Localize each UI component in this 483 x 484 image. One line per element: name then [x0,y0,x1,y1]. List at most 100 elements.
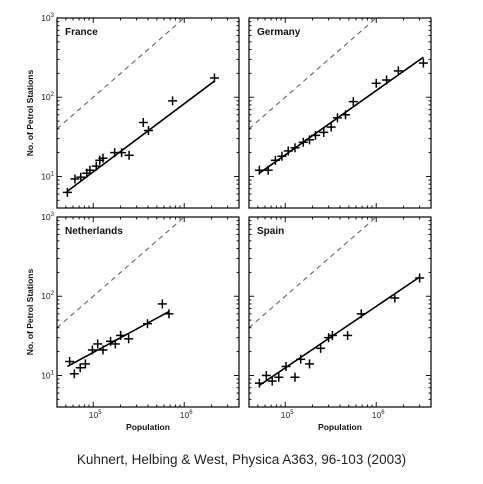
data-point [390,293,400,303]
x-tick-label: 105 [281,410,294,420]
y-tick-label: 101 [41,370,54,380]
data-point [319,127,329,137]
data-point [98,153,108,163]
fit-line [66,80,215,192]
data-point [274,372,284,382]
y-axis-label: No. of Petrol Stations [25,70,35,157]
reference-line [57,18,186,130]
data-point [106,336,116,346]
data-point [327,330,337,340]
panel-title: France [65,27,98,38]
reference-line [57,217,186,329]
y-tick-label-exp: 1 [51,370,55,376]
data-point [393,66,403,76]
data-point [356,309,366,319]
data-point [209,73,219,83]
y-tick-label: 103 [41,13,54,23]
reference-line [249,18,378,130]
data-point [270,155,280,165]
data-point [371,78,381,88]
y-tick-label-exp: 2 [51,291,55,297]
data-point [254,378,264,388]
data-point [298,137,308,147]
data-point [341,110,351,120]
panel-germany: Germany [248,17,432,209]
data-point [93,339,103,349]
data-point [382,75,392,85]
x-tick-label-exp: 5 [98,410,102,416]
data-point [415,273,425,283]
y-tick-label-base: 10 [41,92,51,102]
data-point [70,174,80,184]
fit-line [258,276,421,387]
x-tick-label: 106 [372,410,385,420]
data-point [310,130,320,140]
data-point [277,151,287,161]
y-tick-label: 101 [41,171,54,181]
data-point [290,143,300,153]
data-point [305,135,315,145]
data-point [267,376,277,386]
data-point [290,372,300,382]
data-point [85,165,95,175]
data-point [117,148,127,158]
data-point [254,165,264,175]
data-point [124,150,134,160]
data-point [263,165,273,175]
y-axis-label: No. of Petrol Stations [25,269,35,356]
y-tick-label-base: 10 [41,291,51,301]
x-axis-label: Population [318,422,362,432]
data-point [87,345,97,355]
x-tick-label-exp: 6 [381,410,385,416]
reference-line [249,217,378,329]
x-tick-label: 105 [89,410,102,420]
data-point [110,339,120,349]
data-point [157,299,167,309]
data-point [296,354,306,364]
data-point [283,146,293,156]
panel-plot-area [249,18,428,175]
panel-plot-area [57,18,219,197]
y-tick-label-base: 10 [41,13,51,23]
y-tick-label-base: 10 [41,171,51,181]
panel-title: Germany [257,27,301,38]
y-tick-label-exp: 1 [51,171,55,177]
caption: Kuhnert, Helbing & West, Physica A363, 9… [76,452,407,467]
y-tick-label: 103 [41,212,54,222]
x-axis-label: Population [126,422,170,432]
x-tick-label-base: 10 [281,410,291,420]
data-point [69,369,79,379]
data-point [116,330,126,340]
data-point [143,319,153,329]
data-point [326,122,336,132]
panel-plot-area [57,217,186,379]
data-point [62,187,72,197]
data-point [98,345,108,355]
panel-plot-area [249,217,425,388]
x-tick-label-exp: 5 [290,410,294,416]
panel-frame [248,17,432,209]
panel-title: Spain [257,226,284,237]
data-point [91,161,101,171]
data-point [332,113,342,123]
data-point [75,363,85,373]
data-point [305,359,315,369]
x-tick-label-exp: 6 [189,410,193,416]
y-tick-label-base: 10 [41,370,51,380]
data-point [418,58,428,68]
data-point [143,126,153,136]
data-point [316,343,326,353]
data-point [124,334,134,344]
panel-frame [56,216,240,408]
y-tick-label: 102 [41,92,54,102]
y-tick-label-exp: 2 [51,92,55,98]
data-point [348,97,358,107]
x-tick-label: 106 [180,410,193,420]
data-point [65,357,75,367]
data-point [261,370,271,380]
panel-title: Netherlands [65,226,123,237]
